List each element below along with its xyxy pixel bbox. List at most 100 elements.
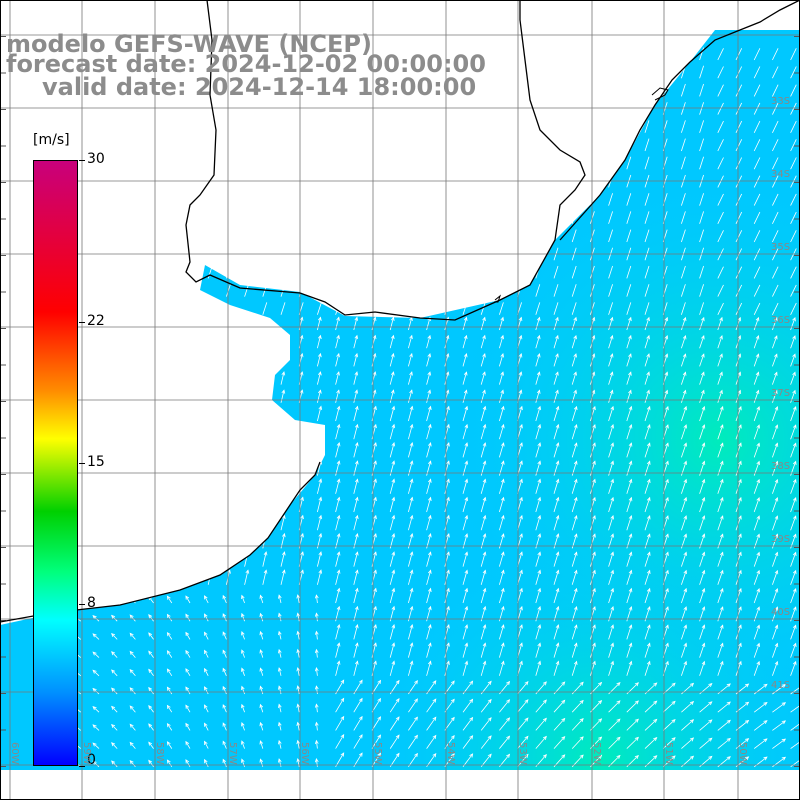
wind-arrow xyxy=(408,317,413,331)
wind-arrow-head xyxy=(610,496,614,502)
wind-arrow xyxy=(571,442,577,458)
wind-arrow-head xyxy=(245,569,250,574)
wind-arrow xyxy=(626,211,632,224)
wind-arrow xyxy=(699,120,704,133)
wind-arrow xyxy=(626,229,632,243)
wind-arrow xyxy=(717,157,724,170)
wind-arrow-head xyxy=(592,478,596,483)
wind-arrow xyxy=(590,661,596,676)
wind-arrow xyxy=(753,175,761,188)
wind-arrow-head xyxy=(561,754,566,759)
wind-arrow-head xyxy=(616,754,621,759)
wind-arrow xyxy=(317,406,322,422)
wind-arrow-head xyxy=(573,353,577,358)
wind-arrow xyxy=(426,335,431,349)
wind-arrow xyxy=(389,390,394,403)
wind-arrow xyxy=(185,759,191,768)
wind-arrow-head xyxy=(111,614,116,619)
wind-arrow-head xyxy=(781,756,787,761)
wind-arrow-head xyxy=(129,723,134,728)
wind-arrow-head xyxy=(610,442,614,447)
wind-arrow xyxy=(717,175,724,188)
wind-arrow-head xyxy=(222,594,227,600)
wind-arrow-head xyxy=(501,642,505,647)
wind-arrow-head xyxy=(241,722,245,727)
wind-arrow xyxy=(571,479,577,494)
wind-arrow-head xyxy=(464,551,469,556)
wind-arrow xyxy=(480,390,486,403)
wind-arrow xyxy=(753,625,760,640)
wind-arrow-head xyxy=(377,679,381,684)
wind-arrow-head xyxy=(358,697,363,703)
wind-arrow xyxy=(317,335,321,349)
wind-arrow xyxy=(408,661,413,676)
wind-arrow xyxy=(790,372,796,385)
wind-arrow xyxy=(681,643,687,658)
wind-arrow-head xyxy=(148,632,153,637)
wind-arrow xyxy=(148,687,154,695)
wind-arrow xyxy=(444,515,450,531)
wind-arrow xyxy=(297,649,300,658)
wind-arrow-head xyxy=(774,551,779,557)
wind-arrow xyxy=(644,335,650,349)
wind-arrow xyxy=(717,661,724,676)
wind-arrow-head xyxy=(610,624,614,629)
wind-arrow xyxy=(389,515,395,531)
wind-arrow-head xyxy=(592,405,596,411)
wind-arrow xyxy=(571,700,584,713)
wind-arrow-head xyxy=(774,588,779,593)
wind-arrow xyxy=(790,193,797,206)
wind-arrow-head xyxy=(336,352,340,358)
wind-arrow-head xyxy=(689,719,695,724)
wind-arrow xyxy=(389,642,395,658)
wind-arrow xyxy=(222,668,227,676)
wind-arrow xyxy=(681,570,687,585)
wind-arrow xyxy=(462,497,468,513)
wind-arrow-head xyxy=(129,687,134,692)
wind-arrow-head xyxy=(427,460,432,465)
wind-arrow-head xyxy=(336,533,341,538)
wind-arrow-head xyxy=(487,735,492,740)
wind-arrow-head xyxy=(792,424,797,429)
wind-arrow-head xyxy=(450,698,455,703)
wind-arrow xyxy=(753,443,760,458)
wind-arrow xyxy=(790,84,797,97)
wind-arrow-head xyxy=(500,316,504,322)
wind-arrow xyxy=(371,698,381,713)
wind-arrow-head xyxy=(738,660,742,666)
wind-arrow xyxy=(535,570,541,585)
wind-arrow-head xyxy=(518,389,523,394)
wind-arrow-head xyxy=(701,496,706,502)
wind-arrow-head xyxy=(719,316,723,322)
wind-arrow xyxy=(699,701,713,713)
wind-arrow xyxy=(316,722,318,731)
wind-arrow xyxy=(185,686,191,695)
wind-arrow-head xyxy=(241,649,245,654)
wind-arrow xyxy=(535,624,541,640)
wind-arrow xyxy=(772,720,786,731)
wind-arrow-head xyxy=(664,335,669,340)
wind-arrow xyxy=(644,353,650,367)
wind-arrow xyxy=(590,284,595,297)
wind-arrow-head xyxy=(446,460,450,465)
wind-arrow xyxy=(644,406,651,422)
wind-arrow xyxy=(462,442,468,458)
wind-arrow-head xyxy=(536,353,541,358)
wind-arrow xyxy=(735,643,742,658)
wind-arrow-head xyxy=(391,551,396,556)
wind-arrow-head xyxy=(446,587,450,593)
wind-arrow-head xyxy=(166,741,171,746)
wind-arrow xyxy=(753,120,761,133)
wind-arrow xyxy=(626,570,632,585)
wind-arrow-head xyxy=(682,389,687,394)
wind-arrow-head xyxy=(482,624,487,629)
wind-arrow-head xyxy=(537,496,542,502)
wind-arrow-head xyxy=(391,460,396,465)
wind-arrow xyxy=(553,700,565,713)
wind-arrow-head xyxy=(792,551,797,557)
wind-arrow-head xyxy=(92,615,97,620)
wind-arrow xyxy=(753,406,760,422)
wind-arrow-head xyxy=(148,668,153,673)
wind-arrow-head xyxy=(598,718,603,723)
wind-arrow xyxy=(499,479,504,494)
